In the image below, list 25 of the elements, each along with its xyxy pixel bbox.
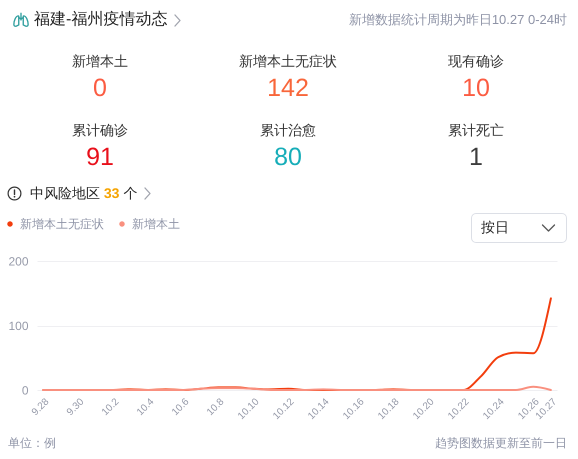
text: 单位：例	[8, 435, 56, 451]
text: 趋势图数据更新至前一日	[435, 435, 567, 451]
category-label: 现有确诊	[447, 52, 505, 70]
category-label: 新增本土无症状	[238, 52, 338, 70]
category-label: 累计治愈	[259, 121, 317, 139]
y-tick-label: 200	[8, 254, 29, 268]
text: 新增数据统计周期为昨日10.27 0-24时	[348, 12, 567, 28]
data-label: 91	[85, 143, 115, 171]
legend-label: 新增本土无症状	[20, 217, 104, 231]
category-label: 新增本土	[71, 52, 129, 70]
text: 中风险地区 33 个	[30, 185, 138, 201]
y-tick-label: 0	[22, 384, 29, 398]
data-label: 1	[468, 143, 484, 171]
legend-label: 新增本土	[132, 217, 180, 231]
data-label: 142	[266, 74, 310, 102]
x-tick-label: 9.30	[64, 396, 87, 418]
category-label: 累计确诊	[71, 121, 129, 139]
data-label: 0	[92, 74, 108, 102]
data-label: 80	[273, 143, 303, 171]
text: 福建-福州疫情动态	[34, 10, 168, 30]
category-label: 累计死亡	[447, 121, 505, 139]
x-tick-label: 9.28	[30, 396, 52, 418]
data-label: 10	[461, 74, 491, 102]
select-box[interactable]: 按日	[471, 213, 567, 243]
y-tick-label: 100	[8, 319, 29, 333]
